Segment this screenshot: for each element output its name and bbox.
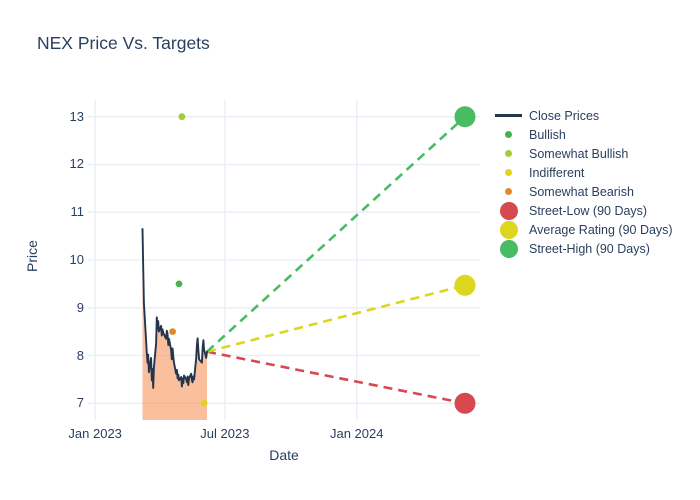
rating-marker-bullish[interactable]: [175, 280, 183, 288]
legend-dot-icon: [492, 202, 525, 221]
legend-label: Average Rating (90 Days): [529, 223, 673, 238]
rating-marker-somewhat_bearish[interactable]: [169, 328, 177, 335]
target-marker-average[interactable]: [454, 274, 476, 296]
legend-dot-icon: [492, 221, 525, 240]
legend-dot-icon: [492, 188, 525, 196]
close-area-fill: [142, 229, 207, 420]
legend-label: Street-Low (90 Days): [529, 204, 648, 219]
target-marker-street_high[interactable]: [454, 106, 476, 128]
legend-label: Somewhat Bearish: [529, 184, 634, 199]
legend-label: Street-High (90 Days): [529, 242, 650, 257]
legend-dot-icon: [492, 240, 525, 259]
legend-dot-icon: [492, 131, 525, 139]
y-axis-title: Price: [24, 240, 40, 272]
legend-line-swatch-icon: [492, 114, 525, 118]
legend-label: Close Prices: [529, 108, 600, 123]
legend-item[interactable]: Somewhat Bearish: [492, 182, 673, 201]
target-marker-street_low[interactable]: [454, 392, 476, 414]
legend-item[interactable]: Somewhat Bullish: [492, 144, 673, 163]
legend-label: Indifferent: [529, 165, 585, 180]
x-axis-title: Date: [269, 447, 299, 463]
legend-item[interactable]: Average Rating (90 Days): [492, 221, 673, 240]
legend-item[interactable]: Street-Low (90 Days): [492, 201, 673, 221]
legend-label: Somewhat Bullish: [529, 146, 629, 161]
legend-dot-icon: [492, 169, 525, 177]
legend-item[interactable]: Bullish: [492, 125, 673, 144]
legend-item[interactable]: Close Prices: [492, 106, 673, 125]
rating-marker-indifferent[interactable]: [200, 399, 208, 407]
projection-line-average: [206, 284, 466, 353]
legend-dot-icon: [492, 150, 525, 158]
legend: Close Prices Bullish Somewhat Bullish Indif…: [492, 106, 673, 259]
legend-label: Bullish: [529, 127, 566, 142]
close-price-line[interactable]: [141, 228, 208, 389]
chart-title: NEX Price Vs. Targets: [37, 33, 210, 53]
projection-line-street_low: [206, 350, 466, 405]
rating-marker-somewhat_bullish[interactable]: [178, 113, 186, 121]
legend-item[interactable]: Street-High (90 Days): [492, 240, 673, 259]
projection-line-street_high: [206, 115, 466, 353]
legend-item[interactable]: Indifferent: [492, 163, 673, 182]
